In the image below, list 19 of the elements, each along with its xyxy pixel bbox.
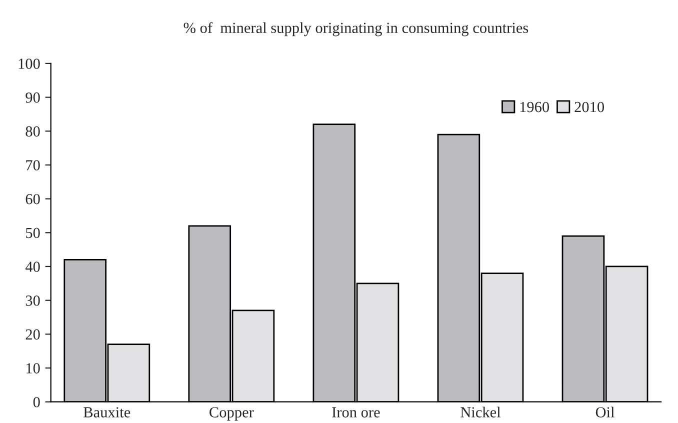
- y-tick-label: 10: [26, 363, 40, 374]
- legend-label: 1960: [520, 102, 550, 112]
- y-tick-label: 60: [26, 194, 40, 204]
- y-tick-label: 90: [26, 92, 40, 103]
- y-tick-label: 30: [26, 295, 40, 306]
- y-tick-label: 100: [18, 58, 40, 69]
- x-tick-label: Iron ore: [332, 407, 380, 418]
- y-tick-label: 80: [26, 126, 40, 137]
- y-tick-label: 70: [26, 160, 40, 170]
- chart-title: % of mineral supply originating in consuming countries: [184, 22, 528, 36]
- y-tick-label: 0: [33, 396, 40, 408]
- y-tick-label: 20: [26, 329, 40, 340]
- x-tick-label: Bauxite: [84, 407, 130, 418]
- y-tick-label: 50: [26, 228, 40, 238]
- x-tick-label: Oil: [596, 406, 614, 418]
- y-tick-label: 40: [25, 262, 40, 272]
- legend-label: 2010: [574, 102, 604, 112]
- x-tick-label: Nickel: [460, 406, 501, 418]
- x-tick-label: Copper: [210, 407, 254, 421]
